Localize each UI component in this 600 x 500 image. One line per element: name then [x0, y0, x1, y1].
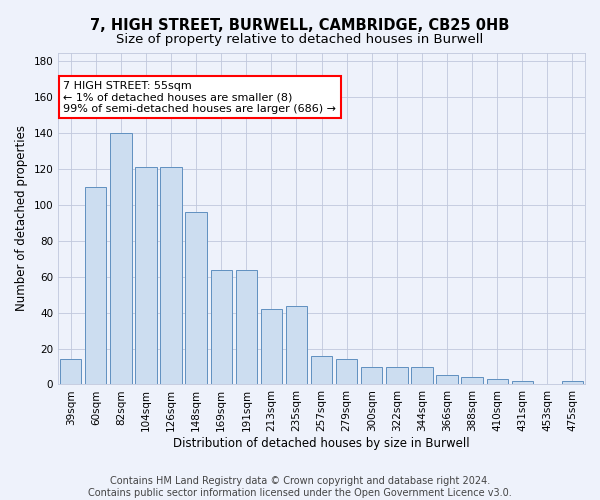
Bar: [110, 133, 131, 384]
Bar: [261, 309, 282, 384]
Bar: [487, 379, 508, 384]
Text: Size of property relative to detached houses in Burwell: Size of property relative to detached ho…: [116, 32, 484, 46]
Bar: [336, 360, 358, 384]
Bar: [85, 187, 106, 384]
Bar: [236, 270, 257, 384]
Bar: [461, 378, 483, 384]
Bar: [562, 381, 583, 384]
Bar: [311, 356, 332, 384]
Y-axis label: Number of detached properties: Number of detached properties: [15, 126, 28, 312]
Bar: [160, 168, 182, 384]
Bar: [185, 212, 207, 384]
Text: 7 HIGH STREET: 55sqm
← 1% of detached houses are smaller (8)
99% of semi-detache: 7 HIGH STREET: 55sqm ← 1% of detached ho…: [64, 80, 337, 114]
Bar: [386, 366, 407, 384]
Bar: [436, 376, 458, 384]
Bar: [136, 168, 157, 384]
Text: 7, HIGH STREET, BURWELL, CAMBRIDGE, CB25 0HB: 7, HIGH STREET, BURWELL, CAMBRIDGE, CB25…: [91, 18, 509, 32]
Text: Contains HM Land Registry data © Crown copyright and database right 2024.
Contai: Contains HM Land Registry data © Crown c…: [88, 476, 512, 498]
Bar: [286, 306, 307, 384]
Bar: [361, 366, 382, 384]
Bar: [60, 360, 82, 384]
Bar: [411, 366, 433, 384]
X-axis label: Distribution of detached houses by size in Burwell: Distribution of detached houses by size …: [173, 437, 470, 450]
Bar: [211, 270, 232, 384]
Bar: [512, 381, 533, 384]
